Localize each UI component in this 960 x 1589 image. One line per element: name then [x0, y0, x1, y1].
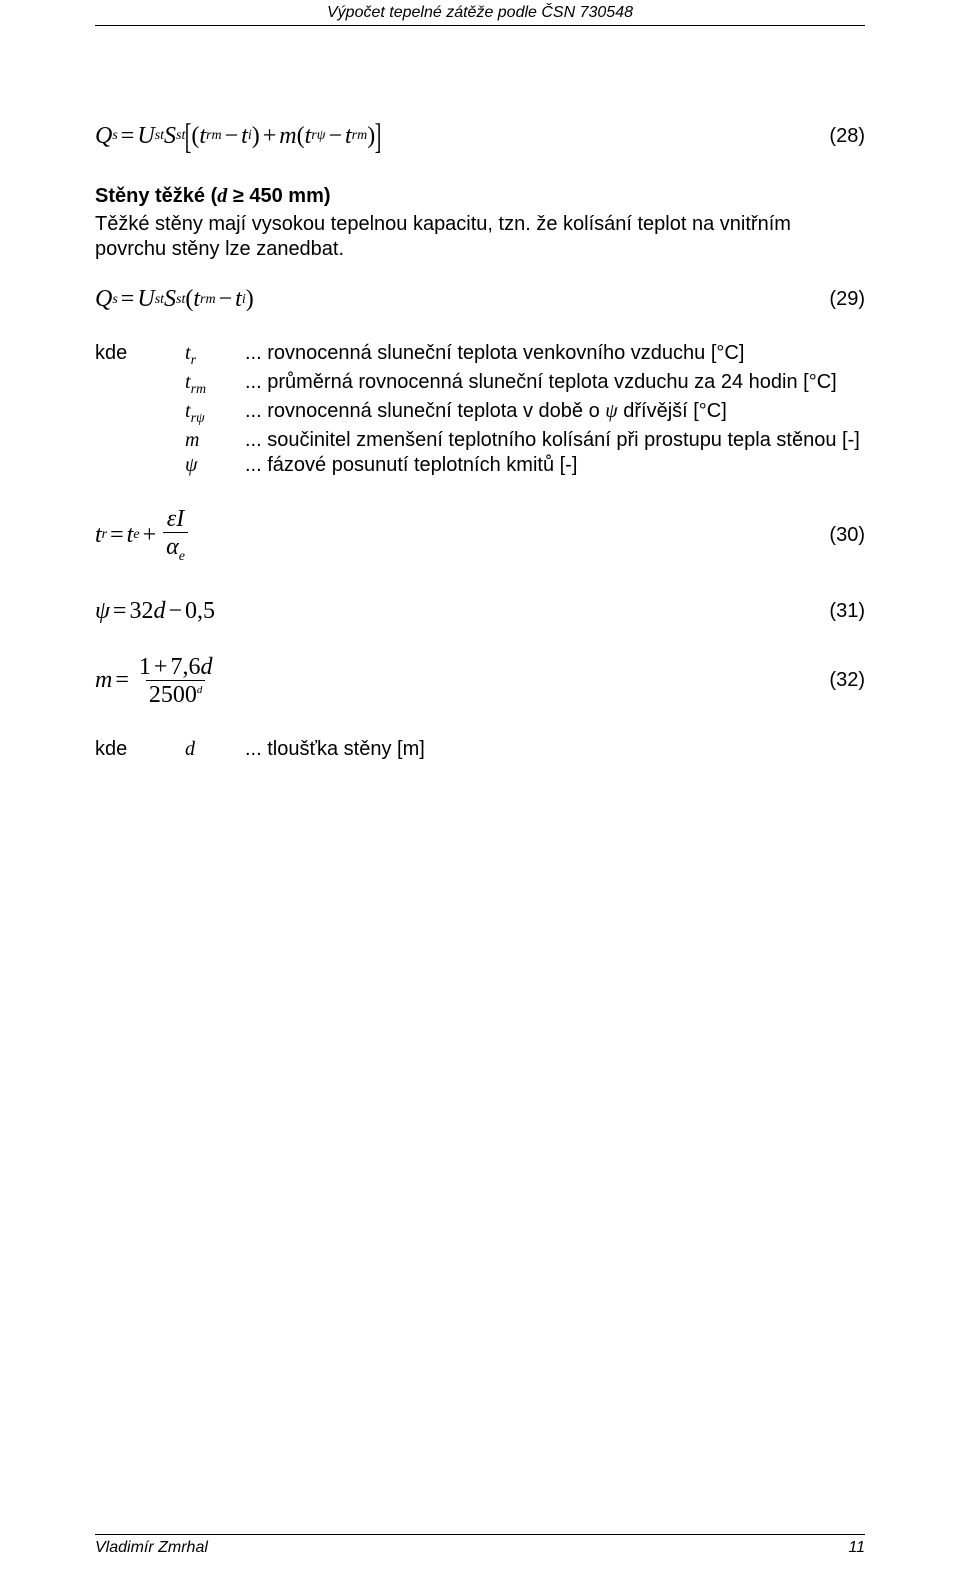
- equation-31: ψ = 32d − 0,5 (31): [95, 598, 865, 625]
- equation-29-body: Qs = UstSst (trm − ti): [95, 286, 254, 313]
- heading-heavy-walls: Stěny těžké (d ≥ 450 mm): [95, 185, 865, 208]
- page-header: Výpočet tepelné zátěže podle ČSN 730548: [0, 4, 960, 22]
- equation-30-number: (30): [829, 524, 865, 547]
- equation-30: tr = te + εI αe (30): [95, 507, 865, 564]
- equation-28: Qs = UstSst [ (trm − ti) + m(trψ − trm) …: [95, 115, 865, 157]
- footer-rule: [95, 1534, 865, 1535]
- desc-trm: ... průměrná rovnocenná sluneční teplota…: [245, 370, 865, 396]
- footer-page-number: 11: [848, 1539, 865, 1557]
- footer-author: Vladimír Zmrhal: [95, 1539, 208, 1557]
- paragraph-heavy-walls: Těžké stěny mají vysokou tepelnou kapaci…: [95, 212, 865, 262]
- equation-32-number: (32): [829, 669, 865, 692]
- desc-tr: ... rovnocenná sluneční teplota venkovní…: [245, 341, 865, 367]
- symbol-trpsi: trψ: [185, 399, 245, 428]
- page-footer: Vladimír Zmrhal 11: [95, 1534, 865, 1557]
- definition-list-2: kde d ... tloušťka stěny [m]: [95, 737, 865, 763]
- symbol-trm: trm: [185, 370, 245, 399]
- equation-32-body: m = 1+7,6d 2500d: [95, 655, 219, 707]
- desc-m: ... součinitel zmenšení teplotního kolís…: [245, 428, 865, 454]
- equation-30-body: tr = te + εI αe: [95, 507, 192, 564]
- equation-29-number: (29): [829, 288, 865, 311]
- symbol-m: m: [185, 428, 245, 454]
- kde-label: kde: [95, 341, 185, 367]
- equation-28-number: (28): [829, 125, 865, 148]
- symbol-psi: ψ: [185, 453, 245, 479]
- equation-31-body: ψ = 32d − 0,5: [95, 598, 215, 625]
- desc-psi: ... fázové posunutí teplotních kmitů [-]: [245, 453, 865, 479]
- equation-29: Qs = UstSst (trm − ti) (29): [95, 286, 865, 313]
- symbol-d: d: [185, 737, 245, 763]
- symbol-tr: tr: [185, 341, 245, 370]
- desc-trpsi: ... rovnocenná sluneční teplota v době o…: [245, 399, 865, 425]
- definition-list-1: kde tr ... rovnocenná sluneční teplota v…: [95, 341, 865, 479]
- equation-32: m = 1+7,6d 2500d (32): [95, 655, 865, 707]
- equation-28-body: Qs = UstSst [ (trm − ti) + m(trψ − trm) …: [95, 115, 381, 157]
- equation-31-number: (31): [829, 600, 865, 623]
- desc-d: ... tloušťka stěny [m]: [245, 737, 865, 763]
- kde-label-2: kde: [95, 737, 185, 763]
- header-rule: [95, 25, 865, 26]
